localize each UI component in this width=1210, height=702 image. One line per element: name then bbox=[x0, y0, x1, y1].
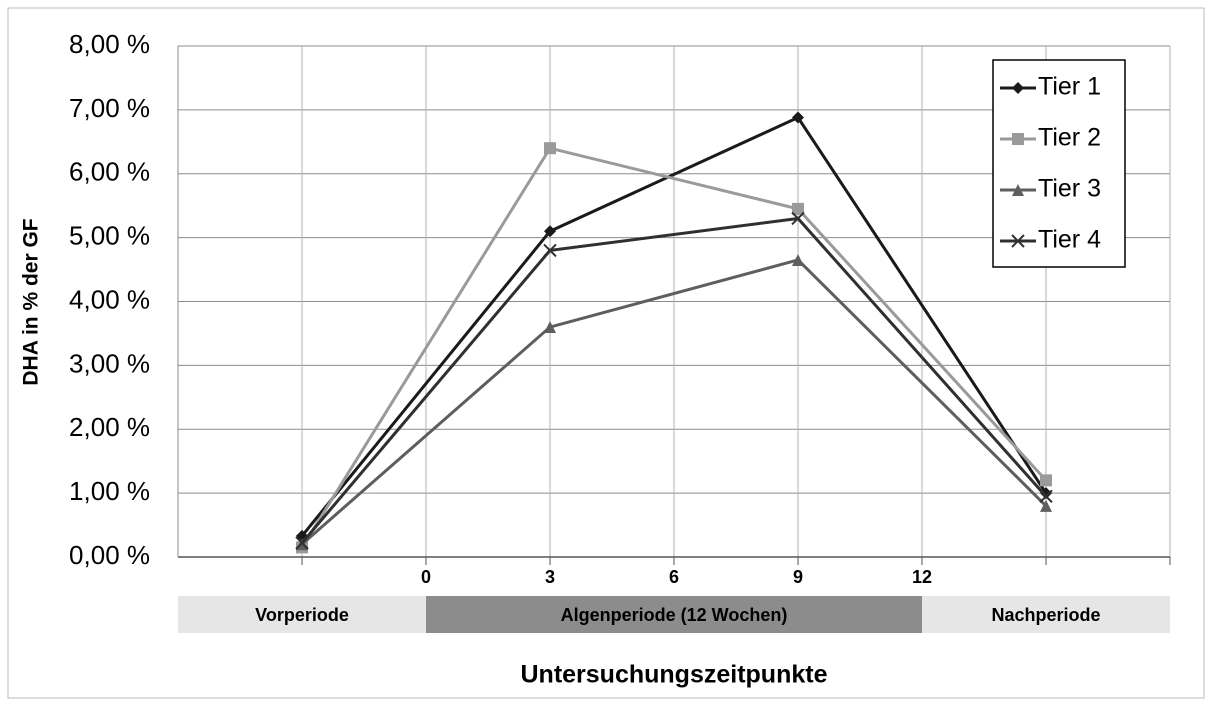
legend-label: Tier 2 bbox=[1038, 124, 1101, 152]
x-tick-label: 9 bbox=[793, 567, 803, 587]
marker bbox=[791, 211, 805, 226]
frame bbox=[7, 7, 1205, 699]
marker bbox=[543, 243, 557, 258]
period-label: Vorperiode bbox=[255, 605, 349, 625]
marker bbox=[544, 225, 556, 238]
x-tick-label: 6 bbox=[669, 567, 679, 587]
legend-label: Tier 3 bbox=[1038, 175, 1101, 203]
marker bbox=[792, 111, 804, 124]
x-tick-label: 12 bbox=[912, 567, 932, 587]
x-axis-title: Untersuchungszeitpunkte bbox=[521, 661, 828, 689]
marker bbox=[1039, 489, 1053, 504]
y-tick-label: 0,00 % bbox=[69, 540, 150, 570]
y-tick-label: 7,00 % bbox=[69, 93, 150, 123]
legend-marker bbox=[1011, 234, 1025, 248]
y-tick-label: 5,00 % bbox=[69, 221, 150, 251]
period-label: Nachperiode bbox=[991, 605, 1100, 625]
x-tick-label: 3 bbox=[545, 567, 555, 587]
y-tick-label: 1,00 % bbox=[69, 476, 150, 506]
y-tick-label: 4,00 % bbox=[69, 284, 150, 314]
series-line bbox=[300, 115, 1048, 537]
y-tick-label: 3,00 % bbox=[69, 348, 150, 378]
legend-marker bbox=[1012, 184, 1024, 196]
marker bbox=[792, 253, 804, 266]
legend-marker bbox=[1012, 82, 1024, 94]
series-line bbox=[301, 258, 1048, 546]
y-axis-title: DHA in % der GF bbox=[20, 218, 43, 385]
marker bbox=[544, 142, 556, 155]
period-band bbox=[178, 596, 426, 633]
y-tick-label: 8,00 % bbox=[69, 29, 150, 59]
marker bbox=[295, 536, 309, 550]
legend-box bbox=[992, 59, 1126, 268]
marker bbox=[544, 321, 556, 334]
y-tick-label: 2,00 % bbox=[69, 412, 150, 442]
marker bbox=[1040, 487, 1052, 500]
legend-label: Tier 1 bbox=[1038, 73, 1101, 101]
period-band bbox=[922, 596, 1170, 633]
y-tick-label: 6,00 % bbox=[69, 157, 150, 187]
series-line bbox=[300, 216, 1048, 544]
period-band bbox=[426, 596, 922, 633]
legend-label: Tier 4 bbox=[1038, 226, 1101, 254]
x-tick-label: 0 bbox=[421, 567, 431, 587]
legend: Tier 1 Tier 2 Tier 3 Tier 4 bbox=[992, 59, 1126, 268]
period-label: Algenperiode (12 Wochen) bbox=[561, 605, 788, 625]
marker bbox=[792, 202, 804, 215]
series-line bbox=[300, 146, 1048, 549]
marker bbox=[1040, 499, 1052, 512]
marker bbox=[1040, 474, 1052, 487]
legend-marker bbox=[1012, 133, 1024, 145]
